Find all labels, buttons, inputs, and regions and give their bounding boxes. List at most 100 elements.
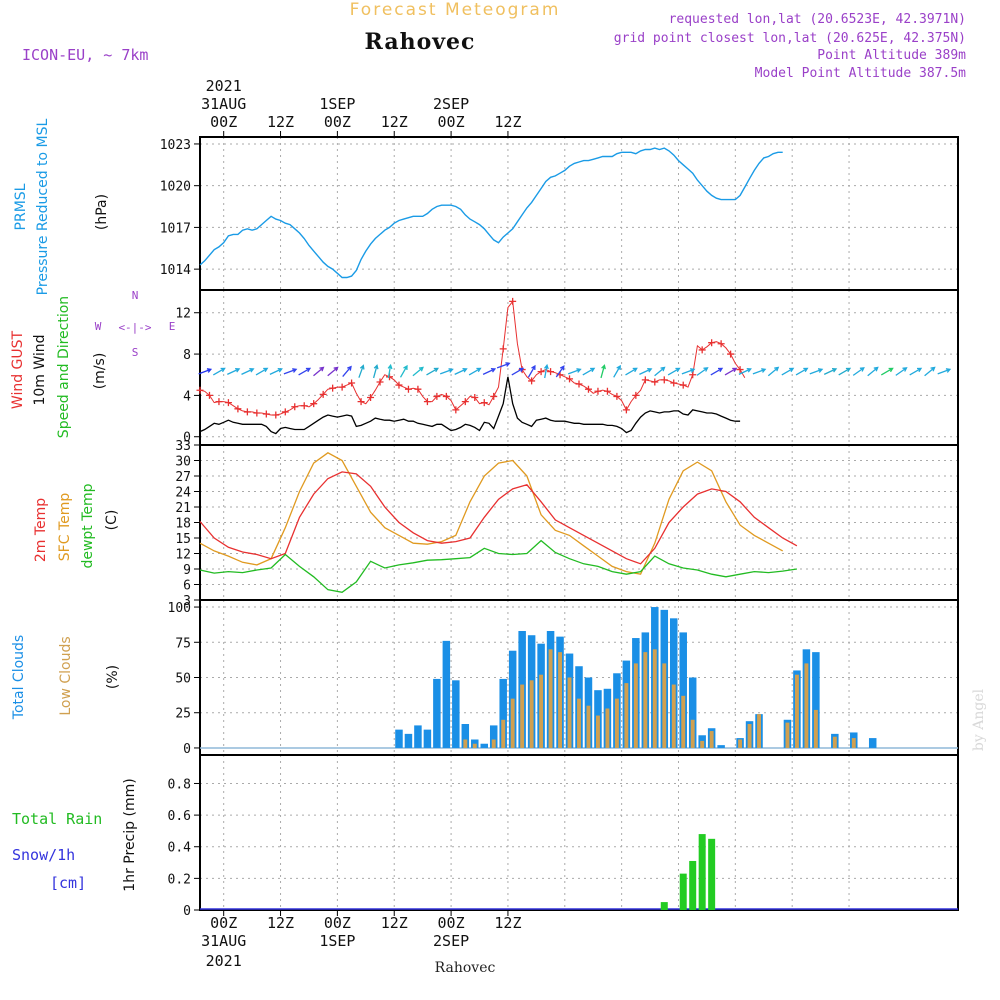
rain-bar-3: [698, 834, 706, 910]
total-cloud-bar-10: [489, 725, 498, 748]
time-hour-3: 12Z: [381, 914, 408, 932]
compass-w: W: [95, 320, 102, 333]
wind-arrow-50: [909, 367, 923, 376]
wind-arrow-37: [724, 367, 738, 376]
gust-marker-66: [509, 297, 517, 305]
total-cloud-bar-0: [395, 729, 403, 748]
low-cloud-bar-36: [738, 739, 743, 748]
time-year-0: 2021: [206, 952, 242, 970]
footer-location: Rahovec: [435, 960, 496, 976]
wind-arrow-30: [625, 367, 638, 376]
gust-marker-0: [196, 386, 204, 394]
gust-marker-42: [395, 381, 403, 389]
ytick-label-1: 1017: [160, 221, 191, 236]
wind-arrow-12: [372, 364, 379, 379]
total-cloud-bar-3: [423, 729, 432, 748]
gust-marker-30: [338, 383, 346, 391]
pressure-label-1: PRMSL: [13, 183, 29, 230]
compass-e: E: [169, 320, 176, 333]
ytick-label-10: 33: [175, 439, 191, 454]
wind-label: 10m Wind: [32, 334, 48, 405]
cloud-unit: (%): [105, 665, 121, 689]
gust-marker-34: [357, 398, 365, 406]
wind-arrow-23: [527, 364, 536, 378]
total-cloud-bar-5: [442, 640, 451, 748]
wind-arrow-5: [269, 367, 283, 375]
ytick-label-3: 0.6: [168, 809, 191, 824]
wind-arrow-8: [313, 366, 325, 377]
wind-dir-label: Speed and Direction: [56, 296, 72, 438]
time-hour-0: 00Z: [210, 113, 237, 131]
total-cloud-bar-50: [868, 738, 877, 748]
gust-marker-58: [471, 393, 479, 401]
gust-marker-90: [622, 406, 630, 414]
wind-arrow-29: [613, 364, 621, 378]
total-cloud-bar-31: [688, 677, 697, 748]
wind-arrow-47: [867, 366, 879, 377]
low-cloud-bar-19: [577, 698, 581, 748]
wind-arrow-0: [198, 368, 213, 375]
grid-point-coords: grid point closest lon,lat (20.625E, 42.…: [614, 31, 966, 46]
panel-precipitation: 0 0.2 0.4 0.6 0.8: [168, 754, 959, 919]
wind-arrow-46: [852, 367, 865, 376]
ytick-label-3: 12: [175, 307, 191, 322]
ytick-label-0: 0: [183, 431, 191, 446]
model-name: ICON-EU, ~ 7km: [22, 46, 148, 64]
point-altitude: Point Altitude 389m: [817, 48, 966, 63]
gust-marker-46: [414, 385, 422, 393]
gust-marker-70: [528, 377, 536, 385]
low-cloud-bar-42: [794, 674, 799, 748]
low-cloud-bar-48: [851, 738, 856, 748]
wind-arrow-33: [667, 367, 681, 376]
wind-arrow-4: [255, 367, 269, 376]
cloud-labels: Total Clouds Low Clouds (%): [11, 635, 121, 720]
time-hour-4: 00Z: [438, 113, 465, 131]
snow-legend: Snow/1h: [12, 846, 75, 864]
low-cloud-bar-11: [501, 719, 506, 748]
wind-arrow-21: [496, 362, 511, 369]
gust-marker-78: [566, 375, 574, 383]
wind-arrow-32: [654, 366, 666, 377]
gust-marker-6: [224, 399, 232, 407]
gust-marker-48: [423, 398, 431, 406]
ytick-label-2: 8: [183, 348, 191, 363]
wind-arrow-19: [468, 367, 482, 376]
ytick-label-0: 3: [183, 594, 191, 609]
ytick-label-0: 0: [183, 742, 191, 757]
ytick-label-4: 100: [168, 601, 191, 616]
dewpoint-line: [199, 539, 797, 593]
time-date-2: 1SEP: [319, 932, 355, 950]
wind-arrow-38: [738, 367, 752, 375]
low-cloud-bar-28: [662, 663, 667, 748]
panel-frame: [199, 136, 959, 291]
low-clouds-label: Low Clouds: [58, 636, 74, 715]
wind-arrow-28: [600, 364, 606, 379]
wind-arrow-6: [283, 368, 298, 375]
low-cloud-bar-16: [548, 649, 553, 748]
low-cloud-bar-29: [671, 684, 676, 748]
sfc-temp-line: [199, 452, 784, 575]
pressure-labels: PRMSL Pressure Reduced to MSL (hPa): [13, 118, 110, 295]
wind-arrow-48: [880, 367, 894, 376]
location-title: Rahovec: [365, 29, 476, 55]
wind-arrow-20: [482, 367, 497, 375]
ytick-label-0: 0: [183, 904, 191, 919]
gust-marker-112: [727, 350, 735, 358]
gust-marker-106: [698, 346, 706, 354]
wind-arrow-36: [710, 367, 724, 376]
ytick-label-6: 21: [175, 501, 191, 516]
low-cloud-bar-41: [785, 722, 790, 748]
gust-marker-4: [215, 398, 223, 406]
gust-marker-96: [651, 378, 659, 386]
ytick-label-1: 4: [183, 389, 191, 404]
time-hour-5: 12Z: [494, 113, 521, 131]
low-cloud-bar-32: [700, 740, 705, 748]
gust-marker-54: [452, 406, 460, 414]
total-clouds-label: Total Clouds: [11, 635, 27, 720]
low-cloud-bar-12: [510, 698, 515, 748]
ytick-label-7: 24: [175, 486, 191, 501]
model-altitude: Model Point Altitude 387.5m: [755, 66, 966, 81]
